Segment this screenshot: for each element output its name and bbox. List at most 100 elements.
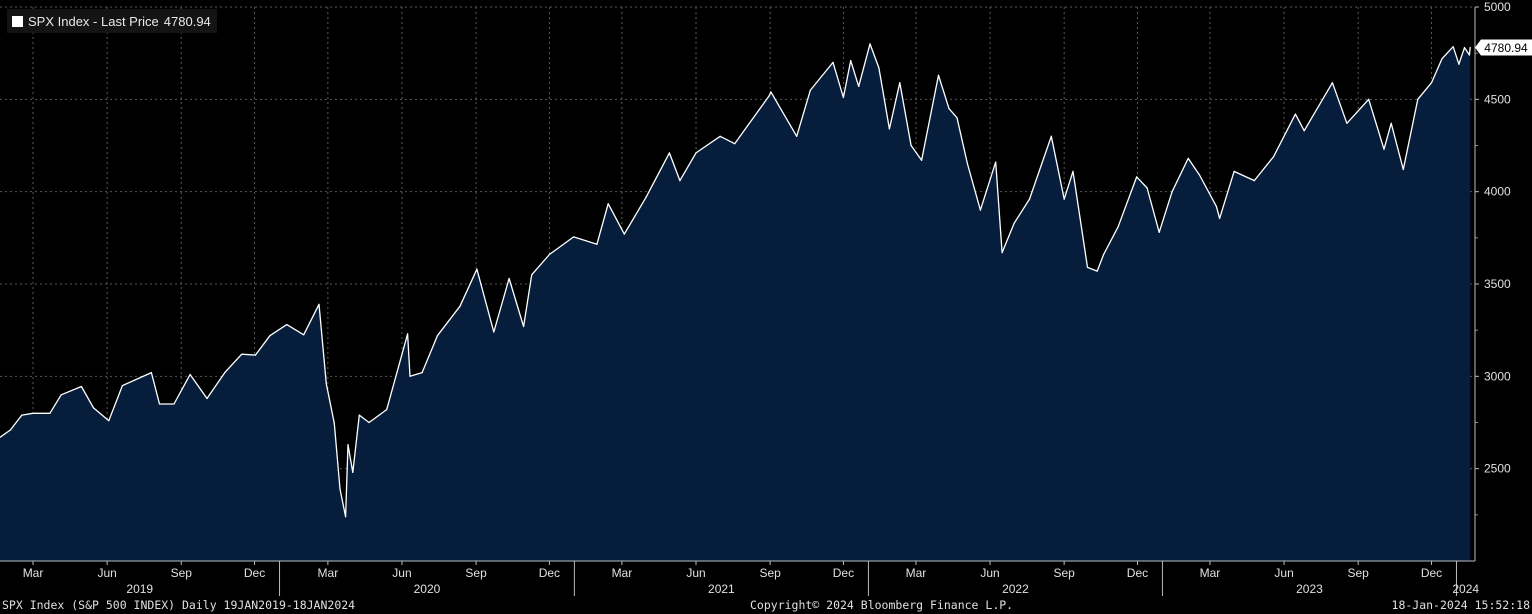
chart-footer: SPX Index (S&P 500 INDEX) Daily 19JAN201… — [0, 597, 1532, 614]
price-point — [1402, 168, 1404, 171]
price-point — [1458, 63, 1460, 65]
x-tick-label: Mar — [906, 566, 927, 580]
price-point — [9, 429, 12, 431]
x-tick-label: Jun — [1274, 566, 1293, 580]
price-point — [409, 375, 411, 377]
price-point — [842, 96, 845, 99]
last-price-label: 4780.94 — [1484, 41, 1528, 55]
price-point — [493, 331, 495, 333]
x-tick-label: Sep — [759, 566, 781, 580]
price-point — [948, 108, 950, 110]
price-point — [910, 144, 912, 147]
price-point — [668, 152, 671, 154]
x-year-label: 2019 — [126, 582, 153, 596]
price-point — [254, 354, 256, 356]
price-point — [1198, 174, 1201, 176]
legend-label: SPX Index - Last Price — [28, 13, 159, 29]
price-point — [878, 67, 880, 69]
price-point — [476, 268, 478, 270]
price-point — [80, 385, 82, 388]
x-tick-label: Dec — [244, 566, 265, 580]
price-point — [358, 414, 360, 416]
price-point — [421, 372, 423, 374]
y-tick-label: 4500 — [1484, 92, 1511, 106]
x-year-label: 2020 — [414, 582, 441, 596]
price-point — [523, 325, 525, 328]
price-point — [158, 403, 161, 405]
price-point — [333, 422, 335, 424]
price-point — [92, 407, 94, 409]
price-point — [286, 324, 288, 326]
x-tick-label: Mar — [1200, 566, 1221, 580]
x-tick-label: Dec — [1421, 566, 1442, 580]
price-point — [150, 372, 152, 374]
price-point — [623, 233, 625, 235]
price-point — [108, 420, 110, 422]
price-point — [1001, 252, 1003, 254]
price-point — [809, 89, 812, 91]
x-tick-label: Sep — [465, 566, 487, 580]
price-point — [1158, 231, 1160, 233]
price-point — [1146, 187, 1148, 189]
price-point — [1117, 226, 1119, 228]
price-point — [224, 372, 226, 374]
price-point — [1253, 180, 1255, 182]
price-point — [173, 403, 175, 405]
price-point — [60, 394, 62, 396]
x-tick-label: Sep — [1348, 566, 1370, 580]
price-point — [206, 397, 208, 400]
price-points — [0, 43, 1471, 518]
x-year-label: 2023 — [1296, 582, 1323, 596]
price-point — [1013, 222, 1015, 224]
price-point — [1303, 130, 1305, 132]
y-tick-label: 3500 — [1484, 277, 1511, 291]
price-point — [121, 385, 123, 387]
price-point — [241, 353, 243, 355]
price-area — [0, 43, 1471, 561]
footer-timestamp: 18-Jan-2024 15:52:18 — [1391, 598, 1530, 612]
x-tick-label: Dec — [1127, 566, 1148, 580]
price-point — [1417, 98, 1419, 100]
price-point — [1063, 198, 1065, 200]
price-point — [956, 117, 958, 119]
price-point — [1187, 157, 1189, 159]
price-point — [303, 334, 305, 336]
price-point — [32, 412, 34, 414]
price-point — [899, 82, 901, 84]
price-point — [1390, 122, 1392, 124]
price-point — [548, 253, 551, 256]
price-point — [1072, 170, 1074, 172]
price-point — [1028, 198, 1031, 200]
last-price-box — [1475, 39, 1532, 56]
price-point — [269, 335, 271, 337]
price-point — [345, 516, 347, 518]
price-point — [1103, 253, 1105, 256]
price-point — [1294, 113, 1296, 115]
price-point — [966, 163, 969, 165]
price-point — [645, 196, 647, 198]
x-year-label: 2024 — [1452, 582, 1479, 596]
x-axis: Mar Jun Sep Dec Mar Jun Sep Dec Mar Jun Sep Dec Mar J… — [0, 560, 1479, 596]
price-point — [695, 152, 697, 154]
price-point — [719, 135, 721, 137]
price-point — [368, 421, 370, 424]
x-tick-label: Mar — [318, 566, 339, 580]
price-point — [318, 303, 320, 305]
legend-swatch — [12, 15, 23, 27]
price-point — [770, 91, 772, 93]
price-point — [850, 60, 852, 62]
last-price-marker: 4780.94 — [1475, 39, 1532, 56]
x-tick-label: Jun — [980, 566, 999, 580]
price-point — [1136, 176, 1138, 178]
price-point — [1368, 98, 1370, 100]
price-point — [858, 85, 860, 87]
x-tick-label: Mar — [612, 566, 633, 580]
y-axis: 2500 3000 3500 4000 4500 5000 — [1474, 0, 1511, 561]
x-tick-label: Jun — [392, 566, 411, 580]
price-point — [1215, 205, 1217, 207]
price-point — [1331, 82, 1333, 84]
price-point — [1219, 217, 1221, 219]
x-tick-label: Dec — [833, 566, 854, 580]
price-point — [1096, 270, 1098, 272]
